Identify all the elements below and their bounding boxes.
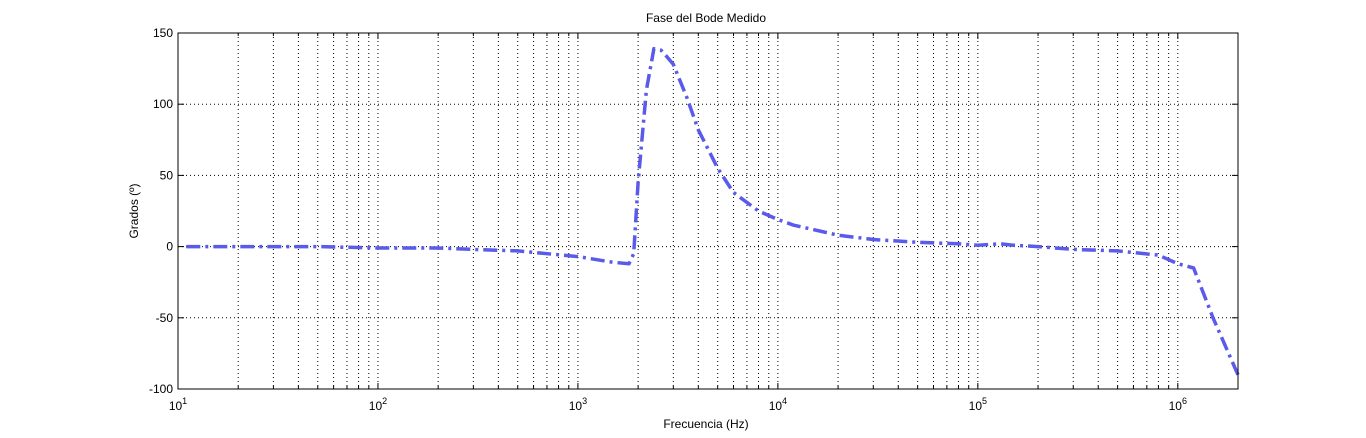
x-tick-labels: 101 102 103 104 105 106 xyxy=(169,396,1187,413)
x-tick-label: 106 xyxy=(1169,396,1187,413)
x-axis-title: Frecuencia (Hz) xyxy=(663,417,748,431)
phase-series-line xyxy=(186,46,1240,376)
y-tick-label: 0 xyxy=(166,240,173,254)
plot-frame xyxy=(177,32,1239,390)
y-tick-labels: -100 -50 0 50 100 150 xyxy=(149,26,173,396)
y-tick-label: -100 xyxy=(149,382,173,396)
y-tick-label: 150 xyxy=(153,26,173,40)
plot-area xyxy=(178,33,1238,389)
x-tick-label: 102 xyxy=(369,396,387,413)
grid xyxy=(178,33,1238,389)
y-tick-label: -50 xyxy=(156,311,174,325)
axis-ticks xyxy=(177,32,1239,390)
x-tick-label: 101 xyxy=(169,396,187,413)
x-tick-label: 103 xyxy=(569,396,587,413)
y-tick-label: 50 xyxy=(160,168,174,182)
x-tick-label: 104 xyxy=(769,396,787,413)
y-axis-title: Grados (º) xyxy=(127,183,141,238)
x-tick-label: 105 xyxy=(969,396,987,413)
y-tick-label: 100 xyxy=(153,97,173,111)
chart-title: Fase del Bode Medido xyxy=(646,11,766,25)
